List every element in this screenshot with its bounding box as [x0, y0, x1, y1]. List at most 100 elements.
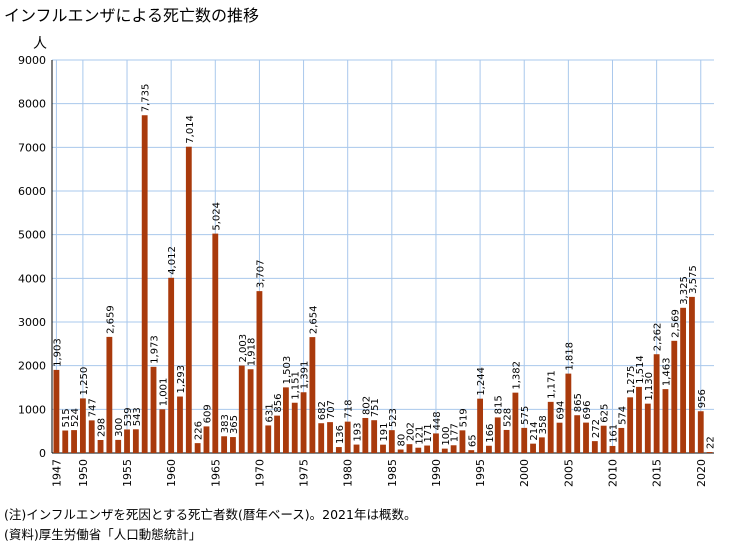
x-tick-label: 1947: [50, 459, 63, 487]
bar-value-label: 7,014: [185, 115, 196, 144]
bar-value-label: 718: [344, 400, 355, 419]
bar: [159, 409, 166, 453]
bar-value-label: 383: [220, 414, 231, 433]
y-tick-label: 4000: [18, 272, 46, 285]
bar-value-label: 166: [485, 424, 496, 443]
bar-value-label: 3,575: [688, 265, 699, 294]
bar-value-label: 1,293: [176, 365, 187, 394]
bar: [459, 430, 466, 453]
bar-value-label: 7,735: [141, 84, 152, 113]
bar: [79, 398, 86, 453]
bar: [574, 415, 581, 453]
bar-value-label: 100: [441, 427, 452, 446]
bar: [697, 411, 704, 453]
y-tick-label: 8000: [18, 98, 46, 111]
bar-value-label: 2,659: [105, 305, 116, 334]
bar: [53, 369, 60, 453]
bar-value-label: 22: [706, 436, 717, 449]
bar: [644, 403, 651, 453]
bar-value-label: 515: [61, 408, 72, 427]
x-tick-label: 1995: [474, 459, 487, 487]
bar-value-label: 1,903: [52, 338, 63, 367]
bar: [583, 422, 589, 453]
bar-value-label: 694: [556, 401, 567, 420]
bar: [521, 427, 528, 453]
footnote-note: (注)インフルエンザを死因とする死亡者数(暦年ベース)。2021年は概数。: [4, 507, 417, 522]
bar: [512, 392, 519, 453]
bar-value-label: 3,707: [255, 259, 266, 288]
bar: [141, 115, 148, 453]
bar-value-label: 956: [697, 389, 708, 408]
bar-value-label: 1,001: [158, 378, 169, 407]
axes: 0 1000 2000 3000 4000 5000 6000 7000 8000 9000 194…: [18, 54, 714, 487]
bar: [344, 421, 351, 453]
bar: [362, 417, 369, 453]
bar: [397, 449, 404, 453]
bar: [415, 447, 422, 453]
x-tick-label: 1980: [342, 459, 355, 487]
bar: [194, 443, 201, 453]
y-axis-unit-label: 人: [33, 36, 47, 52]
bar-value-label: 1,275: [626, 366, 637, 395]
bar-value-label: 539: [123, 407, 134, 426]
bar-value-label: 1,918: [247, 338, 258, 367]
x-tick-label: 1950: [77, 459, 90, 487]
bar-value-label: 300: [114, 418, 125, 437]
x-tick-label: 1960: [165, 459, 178, 487]
bar: [300, 392, 307, 453]
bar-value-label: 1,463: [661, 357, 672, 386]
bar: [265, 425, 272, 453]
bar-value-label: 177: [450, 423, 461, 442]
bar: [132, 429, 139, 453]
bar-value-label: 121: [414, 426, 425, 445]
bar: [177, 396, 183, 453]
bar: [150, 366, 157, 453]
bar: [97, 439, 104, 453]
y-tick-label: 1000: [18, 403, 46, 416]
bar-value-label: 365: [229, 415, 240, 434]
bar: [282, 387, 289, 453]
bar: [556, 422, 563, 453]
bar: [627, 397, 634, 453]
bar-value-label: 136: [335, 425, 346, 444]
bar-value-label: 751: [370, 398, 381, 417]
bar-value-label: 1,503: [282, 356, 293, 385]
bar-value-label: 1,391: [300, 361, 311, 390]
bar: [538, 437, 545, 453]
y-tick-label: 9000: [18, 54, 46, 67]
bar-value-label: 1,973: [150, 335, 161, 364]
bar-value-label: 1,244: [476, 367, 487, 396]
bar: [565, 373, 572, 453]
x-tick-label: 2000: [518, 459, 531, 487]
bar: [706, 452, 713, 453]
bar-value-label: 802: [361, 396, 372, 415]
bar: [221, 436, 228, 453]
bar-value-label: 865: [573, 393, 584, 412]
bar: [327, 422, 333, 453]
bar-value-label: 631: [264, 403, 275, 422]
y-tick-label: 2000: [18, 360, 46, 373]
y-tick-label: 3000: [18, 316, 46, 329]
bar: [618, 427, 625, 453]
bar-value-label: 161: [608, 424, 619, 443]
bar-value-label: 214: [529, 422, 540, 441]
bar: [62, 430, 69, 453]
y-tick-label: 0: [39, 447, 46, 460]
x-tick-label: 1955: [121, 459, 134, 487]
bar: [450, 445, 457, 453]
bar-value-label: 202: [405, 422, 416, 441]
bar: [212, 233, 219, 453]
bar-value-label: 609: [202, 404, 213, 423]
bar-value-label: 747: [88, 398, 99, 417]
x-tick-label: 1990: [430, 459, 443, 487]
bar: [309, 337, 316, 453]
bar: [124, 429, 130, 453]
bar-value-label: 298: [97, 418, 108, 437]
bar: [256, 291, 263, 453]
bar: [530, 443, 536, 453]
y-tick-label: 5000: [18, 229, 46, 242]
bar: [477, 398, 484, 453]
bar-value-label: 1,250: [79, 367, 90, 396]
x-tick-label: 1985: [386, 459, 399, 487]
bar-value-label: 575: [520, 406, 531, 425]
